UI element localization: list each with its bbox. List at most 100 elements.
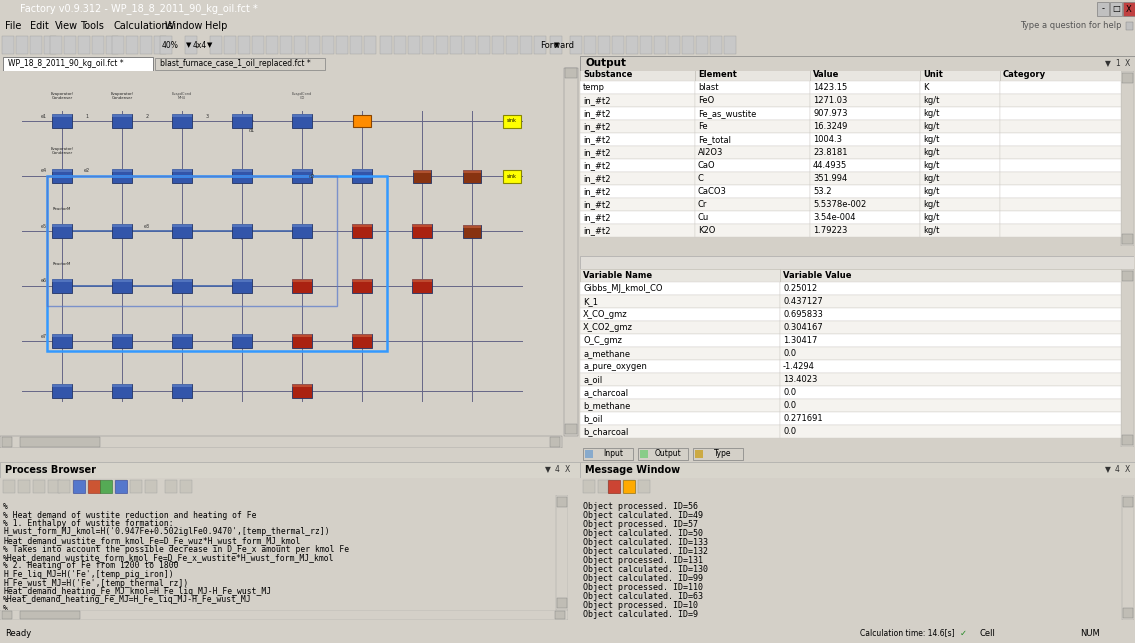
Bar [695, 198, 810, 211]
Bar [920, 185, 1000, 198]
Bar [52, 224, 72, 238]
Bar [352, 169, 372, 172]
Bar [292, 384, 312, 387]
Text: Factory v0.9.312 - WP_18_8_2011_90_kg_oil.fct *: Factory v0.9.312 - WP_18_8_2011_90_kg_oi… [20, 4, 258, 14]
Text: % 1. Enthalpy of wustite formation:: % 1. Enthalpy of wustite formation: [3, 519, 174, 528]
Bar [336, 36, 348, 54]
Bar [50, 36, 62, 54]
Bar [695, 120, 810, 133]
Text: Type a question for help: Type a question for help [1020, 21, 1121, 30]
Bar [608, 480, 620, 493]
Bar [173, 114, 192, 128]
Bar [598, 36, 609, 54]
Text: 23.8181: 23.8181 [813, 148, 848, 157]
Bar [810, 94, 920, 107]
Bar [570, 36, 582, 54]
Text: e6: e6 [41, 278, 47, 284]
Bar [364, 36, 376, 54]
Text: in_#t2: in_#t2 [583, 174, 611, 183]
Bar [695, 450, 703, 458]
Text: ▼: ▼ [1105, 59, 1111, 68]
Text: Fe_as_wustite: Fe_as_wustite [698, 109, 756, 118]
Bar [564, 68, 578, 436]
Text: kg/t: kg/t [923, 187, 940, 196]
Bar [232, 279, 252, 282]
Bar [810, 68, 920, 81]
Bar [3, 57, 153, 71]
Bar [112, 334, 132, 337]
Bar [106, 36, 118, 54]
Bar [52, 169, 72, 172]
Text: e3: e3 [144, 224, 150, 228]
Bar [1000, 146, 1121, 159]
Text: 1.30417: 1.30417 [783, 336, 817, 345]
Text: ▼: ▼ [554, 42, 560, 48]
Bar [1000, 107, 1121, 120]
Text: Window: Window [165, 21, 203, 31]
Bar [1126, 22, 1133, 30]
Text: O_C_gmz: O_C_gmz [583, 336, 622, 345]
Bar [292, 224, 312, 227]
Bar [810, 107, 920, 120]
Bar [711, 36, 722, 54]
Bar [18, 480, 30, 493]
Bar [780, 360, 1121, 373]
Bar [20, 437, 100, 447]
Text: 0.271691: 0.271691 [783, 414, 823, 423]
Bar [1000, 120, 1121, 133]
Bar [580, 334, 780, 347]
Text: WP_18_8_2011_90_kg_oil.fct *: WP_18_8_2011_90_kg_oil.fct * [8, 60, 124, 69]
Text: 0.304167: 0.304167 [783, 323, 823, 332]
Text: e4: e4 [41, 168, 47, 174]
Bar [52, 384, 72, 398]
Bar [412, 224, 432, 227]
Bar [1123, 2, 1135, 16]
Bar [173, 279, 192, 293]
Bar [173, 224, 192, 238]
Text: 1.79223: 1.79223 [813, 226, 848, 235]
Bar [780, 282, 1121, 295]
Text: K_1: K_1 [583, 297, 598, 306]
Bar [810, 211, 920, 224]
Text: 1271.03: 1271.03 [813, 96, 848, 105]
Bar [1123, 608, 1133, 618]
Bar [780, 308, 1121, 321]
Text: ▼: ▼ [1105, 466, 1111, 475]
Text: Output: Output [585, 59, 627, 69]
Bar [232, 169, 252, 183]
Text: in_#t2: in_#t2 [583, 213, 611, 222]
Bar [112, 224, 132, 227]
Text: Element: Element [698, 70, 737, 79]
Bar [210, 36, 222, 54]
Text: e7: e7 [41, 334, 47, 338]
Bar [724, 36, 735, 54]
Bar [173, 384, 192, 398]
Bar [112, 334, 132, 348]
Bar [640, 450, 648, 458]
Text: %Heat_demand_heating_Fe_MJ=H_Fe_liq_MJ-H_Fe_wust_MJ: %Heat_demand_heating_Fe_MJ=H_Fe_liq_MJ-H… [3, 595, 252, 604]
Text: Object processed. ID=57: Object processed. ID=57 [583, 520, 698, 529]
Text: kg/t: kg/t [923, 200, 940, 209]
Bar [52, 334, 72, 348]
Bar [640, 36, 651, 54]
Bar [580, 373, 780, 386]
Bar [449, 36, 462, 54]
Bar [64, 36, 76, 54]
Text: Object calculated. ID=50: Object calculated. ID=50 [583, 529, 703, 538]
Bar [1000, 172, 1121, 185]
Bar [580, 159, 695, 172]
Bar [695, 68, 810, 81]
Text: 53.2: 53.2 [813, 187, 832, 196]
Bar [627, 36, 638, 54]
Bar [580, 120, 695, 133]
Bar [920, 224, 1000, 237]
Bar [810, 198, 920, 211]
Bar [503, 170, 521, 183]
Bar [173, 114, 192, 117]
Bar [920, 146, 1000, 159]
Text: Evaporator/
Condenser: Evaporator/ Condenser [50, 92, 74, 100]
Text: kg/t: kg/t [923, 135, 940, 144]
Text: X: X [1126, 5, 1132, 14]
Bar [557, 497, 568, 507]
Bar [112, 114, 132, 128]
